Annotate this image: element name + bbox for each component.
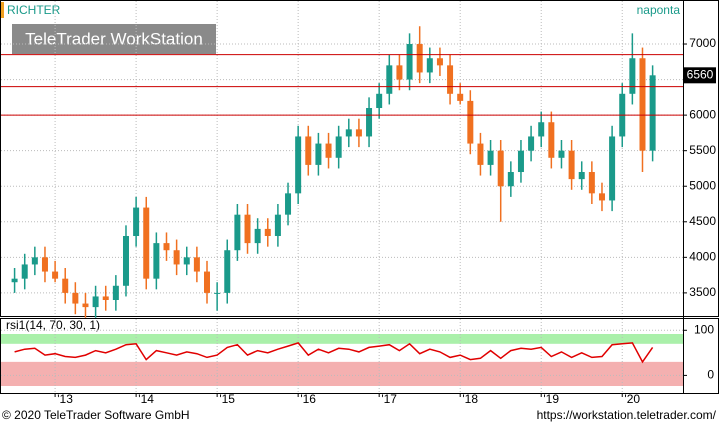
candle-body: [133, 207, 140, 237]
candle-body: [436, 58, 443, 66]
x-tick-label: '14: [138, 392, 154, 406]
candle-body: [143, 207, 150, 279]
y-tick-label: 100: [694, 322, 714, 336]
last-price-label: 6560: [687, 67, 714, 81]
candle-body: [507, 172, 514, 187]
candle-body: [11, 278, 18, 283]
candle-body: [204, 271, 211, 293]
overbought-zone: [1, 334, 683, 344]
candle-body: [568, 150, 575, 180]
x-tick-label: '16: [300, 392, 316, 406]
candle-body: [639, 58, 646, 151]
y-tick-label: 4500: [689, 214, 716, 228]
candle-body: [548, 122, 555, 158]
candle-body: [588, 172, 595, 194]
y-tick-label: 5500: [689, 143, 716, 157]
candle-body: [285, 193, 292, 215]
interval: naponta: [637, 3, 681, 17]
candle-body: [254, 228, 261, 244]
candle-body: [153, 243, 160, 279]
candle-body: [598, 193, 605, 201]
candle-body: [102, 296, 109, 301]
candle-body: [315, 143, 322, 165]
candle-body: [447, 65, 454, 94]
candle-body: [295, 136, 302, 194]
x-tick-label: '17: [381, 392, 397, 406]
candle-body: [264, 228, 271, 237]
candle-body: [335, 136, 342, 158]
candle-body: [366, 108, 373, 137]
candle-body: [193, 257, 200, 272]
candle-body: [416, 44, 423, 73]
candle-body: [487, 150, 494, 165]
y-tick-label: 7000: [689, 36, 716, 50]
candle-body: [72, 292, 79, 304]
candle-body: [62, 278, 69, 293]
candle-body: [386, 65, 393, 94]
candle-body: [274, 214, 281, 237]
candle-body: [467, 100, 474, 144]
candle-body: [609, 136, 616, 201]
last-price-box: [684, 67, 716, 84]
footer-right: https://workstation.teletrader.com/: [537, 408, 717, 422]
candle-body: [477, 143, 484, 165]
rsi-line: [14, 342, 654, 364]
candle-body: [538, 122, 545, 137]
watermark: TeleTrader WorkStation: [25, 29, 203, 48]
candle-body: [558, 150, 565, 158]
candle-body: [497, 150, 504, 187]
chart-title: RICHTER: [7, 3, 61, 17]
x-tick-label: '15: [219, 392, 235, 406]
oversold-zone: [1, 361, 683, 386]
candle-body: [396, 65, 403, 80]
candle-body: [82, 303, 89, 308]
candle-body: [41, 257, 48, 272]
candle-body: [649, 75, 656, 151]
candle-body: [426, 58, 433, 73]
x-tick-label: '13: [57, 392, 73, 406]
x-tick-label: '18: [462, 392, 478, 406]
candle-body: [629, 58, 636, 94]
candle-body: [92, 296, 99, 308]
x-tick-label: '20: [624, 392, 640, 406]
candle-body: [528, 136, 535, 151]
footer-left: © 2020 TeleTrader Software GmbH: [2, 408, 190, 422]
candle-body: [122, 236, 129, 286]
watermark-box: [12, 24, 216, 54]
y-tick-label: 4000: [689, 250, 716, 264]
candle-body: [244, 214, 251, 244]
candle-body: [457, 93, 464, 101]
candle-body: [234, 214, 241, 251]
candle-body: [355, 129, 362, 137]
candle-body: [345, 129, 352, 137]
candle-body: [517, 150, 524, 173]
y-tick-label: 3500: [689, 285, 716, 299]
y-tick-label: 5000: [689, 178, 716, 192]
candle-body: [112, 285, 119, 301]
candle-body: [305, 136, 312, 165]
candle-body: [21, 264, 28, 279]
y-tick-label: 6000: [689, 107, 716, 121]
rsi-title: rsi1(14, 70, 30, 1): [6, 318, 100, 332]
candle-body: [578, 172, 585, 180]
title-marker: [1, 2, 4, 18]
candle-body: [376, 93, 383, 109]
candle-body: [163, 243, 170, 251]
candle-body: [173, 250, 180, 265]
y-tick-label: 0: [707, 368, 714, 382]
candle-body: [224, 250, 231, 293]
candle-body: [183, 257, 190, 265]
candle-body: [214, 292, 221, 294]
candle-body: [52, 271, 59, 279]
candle-body: [406, 44, 413, 80]
x-tick-label: '19: [543, 392, 559, 406]
candle-body: [31, 257, 38, 265]
candle-body: [325, 143, 332, 158]
